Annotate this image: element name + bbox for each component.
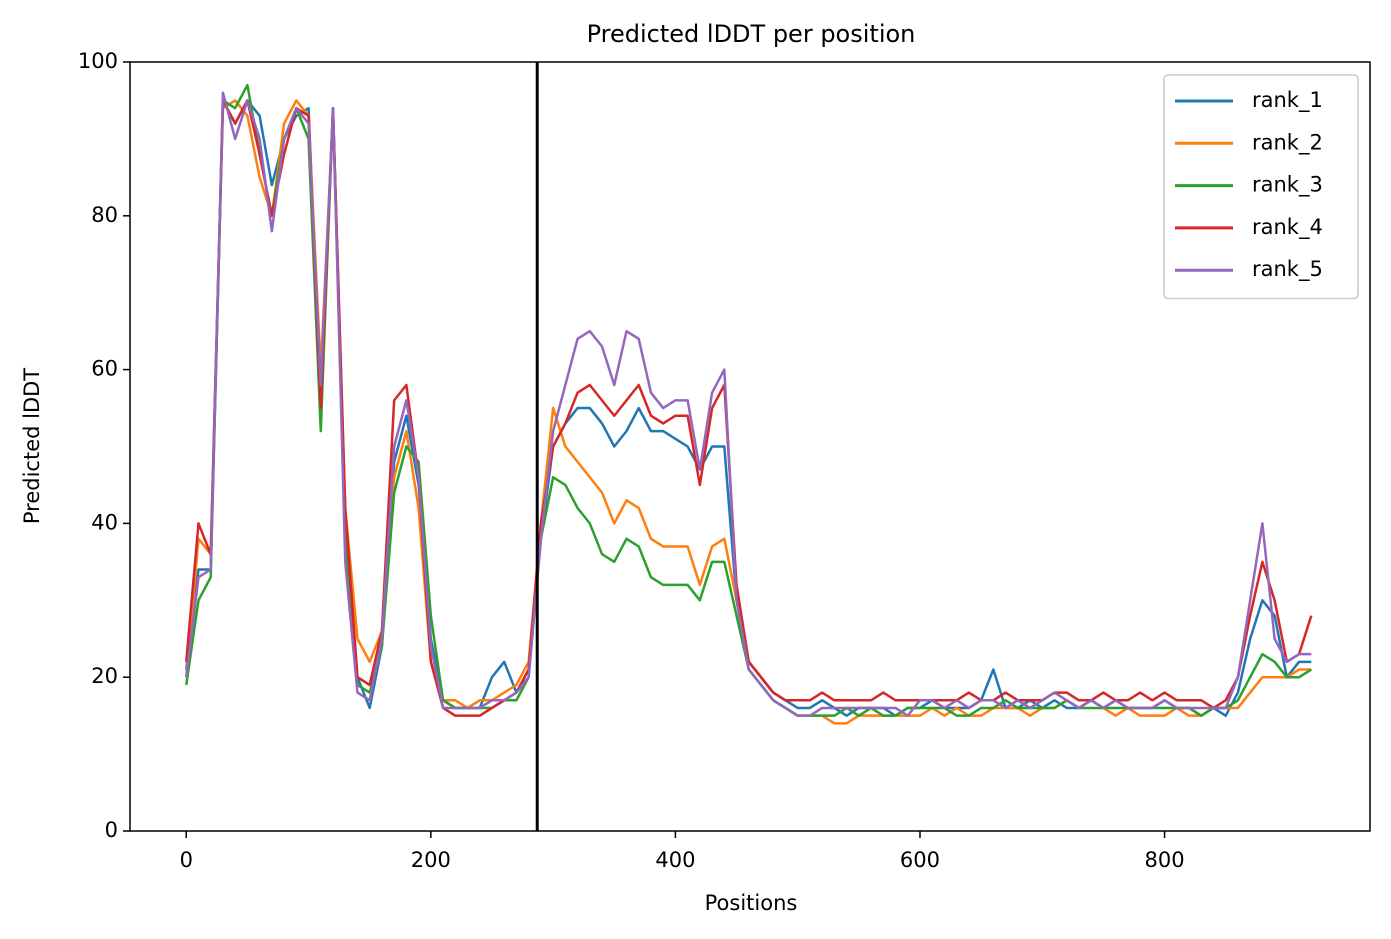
x-tick-label: 200 (411, 848, 451, 872)
y-tick-label: 60 (91, 357, 118, 381)
legend-label: rank_2 (1252, 130, 1323, 155)
y-tick-label: 100 (78, 49, 118, 73)
x-tick-label: 0 (180, 848, 193, 872)
legend-label: rank_4 (1252, 215, 1323, 240)
legend-label: rank_3 (1252, 173, 1323, 198)
series-line (185, 91, 1312, 717)
plot-frame (129, 61, 1371, 832)
x-tick-label: 800 (1145, 848, 1185, 872)
y-axis-label: Predicted lDDT (20, 368, 44, 524)
legend-label: rank_1 (1252, 88, 1323, 113)
legend-label: rank_5 (1252, 257, 1323, 282)
y-tick-label: 40 (91, 510, 118, 534)
series-line (185, 99, 1313, 717)
x-tick-label: 600 (900, 848, 940, 872)
x-axis-label: Positions (705, 891, 798, 915)
y-tick-label: 0 (105, 818, 118, 842)
y-tick-label: 80 (91, 203, 118, 227)
legend-box (1163, 74, 1359, 300)
x-tick-label: 400 (655, 848, 695, 872)
y-tick-label: 20 (91, 664, 118, 688)
chart-title: Predicted lDDT per position (587, 20, 916, 48)
